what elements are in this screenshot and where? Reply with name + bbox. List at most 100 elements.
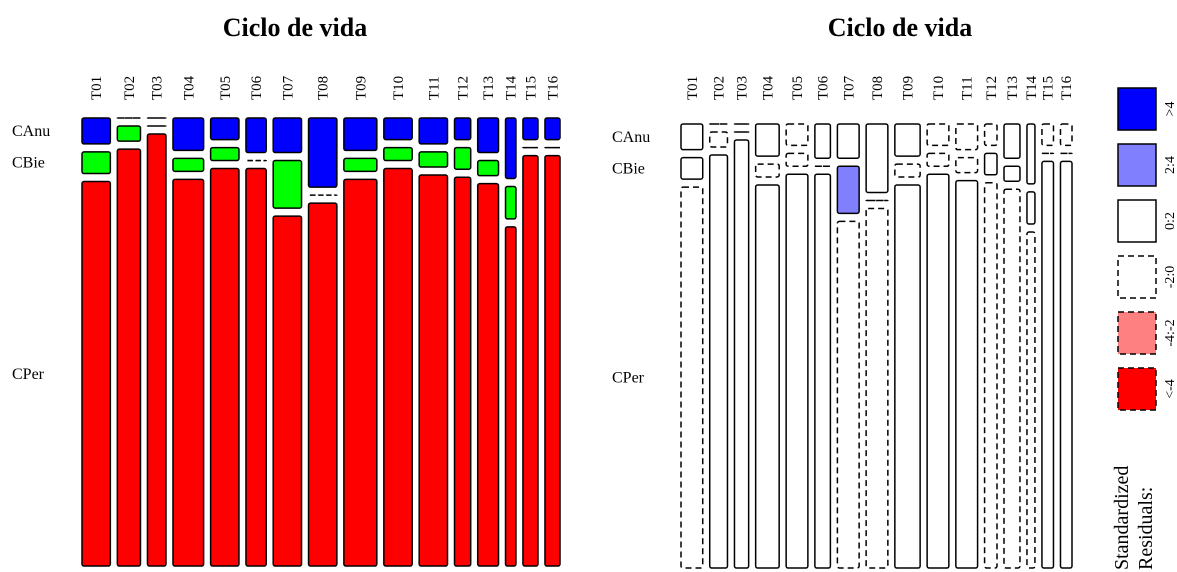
right-tile-cbie-t02: [708, 131, 729, 148]
left-tick-label: T10: [391, 76, 407, 100]
right-tick-label: T03: [735, 76, 751, 100]
left-tile-canu-t04: [172, 117, 205, 152]
right-tile-canu-t04: [754, 123, 780, 157]
left-tile-canu-t07: [272, 117, 303, 154]
left-tile-cper-t12: [453, 176, 472, 567]
right-tile-cper-t04: [754, 184, 780, 569]
legend-title-line2: Residuals:: [1135, 487, 1157, 570]
right-tile-canu-t01: [680, 123, 704, 151]
right-tile-cper-t12: [983, 182, 998, 569]
left-tile-cper-t06: [245, 167, 267, 567]
right-row-label: CBie: [612, 160, 645, 177]
left-tile-cper-t08: [307, 202, 338, 567]
right-tile-canu-t07: [836, 123, 860, 159]
right-tile-cbie-t13: [1003, 165, 1021, 182]
left-tile-canu-t09: [343, 117, 378, 152]
right-tile-cbie-t14: [1026, 191, 1036, 225]
left-tick-label: T15: [523, 76, 539, 100]
left-tick-label: T11: [426, 76, 442, 100]
right-tick-label: T01: [685, 76, 701, 100]
left-tick-label: T03: [150, 76, 166, 100]
right-tile-cbie-t11: [955, 156, 979, 174]
left-tile-cbie-t09: [343, 157, 378, 173]
legend-swatch: [1117, 255, 1157, 299]
left-tick-label: T08: [316, 76, 332, 100]
left-tick-label: T16: [545, 75, 561, 100]
right-tick-label: T05: [790, 76, 806, 100]
left-tile-cbie-t01: [81, 151, 112, 175]
left-tile-canu-t13: [476, 117, 500, 154]
left-tile-canu-t05: [209, 117, 240, 141]
legend-swatch: [1117, 199, 1157, 243]
right-tile-cper-t03: [733, 139, 750, 569]
left-tile-canu-t15: [522, 117, 539, 141]
right-tile-canu-t11: [955, 123, 979, 151]
left-tile-cper-t01: [81, 180, 112, 567]
left-tick-label: T07: [280, 75, 296, 100]
left-tick-label: T06: [249, 75, 265, 100]
right-tile-cbie-t01: [680, 156, 704, 180]
right-tile-cbie-t12: [983, 152, 998, 176]
legend-swatch: [1117, 311, 1157, 355]
right-tile-canu-t16: [1059, 123, 1073, 147]
left-tile-cper-t13: [476, 182, 500, 567]
right-tile-cper-t14: [1026, 231, 1036, 569]
left-tile-cper-t14: [504, 226, 517, 567]
right-tile-cper-t13: [1003, 188, 1021, 569]
mosaic-panel-right: Ciclo de vida T01 T02 T03 T04 T05 T06 T07 T08 T0…: [612, 13, 1075, 569]
left-tick-label: T05: [218, 76, 234, 100]
right-tile-cper-t09: [894, 184, 921, 569]
right-tile-cper-t16: [1059, 160, 1073, 569]
right-tile-canu-t15: [1041, 123, 1055, 147]
right-tile-cbie-t04: [754, 163, 780, 178]
legend-label: <-4: [1163, 379, 1177, 399]
left-tile-cper-t05: [209, 167, 240, 567]
right-tick-label: T16: [1059, 75, 1075, 100]
right-tick-label: T02: [712, 76, 728, 100]
right-tile-canu-t13: [1003, 123, 1021, 159]
legend-label: -4:-2: [1163, 319, 1177, 346]
left-tile-cper-t04: [172, 178, 205, 567]
right-tick-label: T08: [870, 76, 886, 100]
right-row-label: CAnu: [612, 129, 650, 146]
left-tile-cbie-t14: [504, 185, 517, 220]
legend-label: >4: [1163, 102, 1177, 117]
right-tile-canu-t14: [1026, 123, 1036, 185]
left-row-label: CPer: [12, 366, 45, 383]
left-tick-label: T13: [481, 76, 497, 100]
right-tick-label: T14: [1024, 75, 1040, 100]
right-tile-canu-t06: [814, 123, 832, 159]
mosaic-panel-left: Ciclo de vida T01 T02 T03 T04 T05 T06 T07 T08 T0…: [12, 13, 561, 567]
left-tick-label: T04: [181, 75, 197, 100]
right-tile-canu-t12: [983, 123, 998, 147]
left-tile-cper-t09: [343, 178, 378, 567]
right-tile-canu-t09: [894, 123, 921, 157]
left-tile-cbie-t02: [116, 125, 142, 142]
legend-label: -2:0: [1163, 266, 1177, 289]
left-tile-canu-t12: [453, 117, 472, 141]
legend-label: 2:4: [1163, 156, 1177, 174]
right-tile-cbie-t09: [894, 163, 921, 178]
left-tick-label: T01: [89, 76, 105, 100]
left-tile-canu-t11: [418, 117, 449, 145]
left-tile-canu-t16: [544, 117, 561, 141]
left-tick-label: T09: [353, 76, 369, 100]
right-tile-cbie-t07: [836, 165, 860, 215]
right-tick-label: T13: [1005, 76, 1021, 100]
right-tile-cbie-t10: [926, 152, 950, 167]
right-tile-cper-t08: [865, 207, 889, 569]
left-tile-cper-t03: [146, 133, 167, 567]
right-tile-canu-t08: [865, 123, 889, 194]
left-tile-cbie-t11: [418, 151, 449, 168]
left-tile-canu-t01: [81, 117, 112, 145]
left-tile-cbie-t05: [209, 146, 240, 162]
right-tick-label: T10: [931, 76, 947, 100]
right-tile-cper-t05: [785, 173, 809, 569]
left-row-label: CAnu: [12, 123, 50, 140]
legend-swatch: [1117, 143, 1157, 187]
legend-title-line1: Standardized: [1111, 466, 1133, 570]
left-tile-cper-t11: [418, 174, 449, 567]
left-row-label: CBie: [12, 155, 45, 172]
left-tile-cper-t16: [544, 154, 561, 567]
